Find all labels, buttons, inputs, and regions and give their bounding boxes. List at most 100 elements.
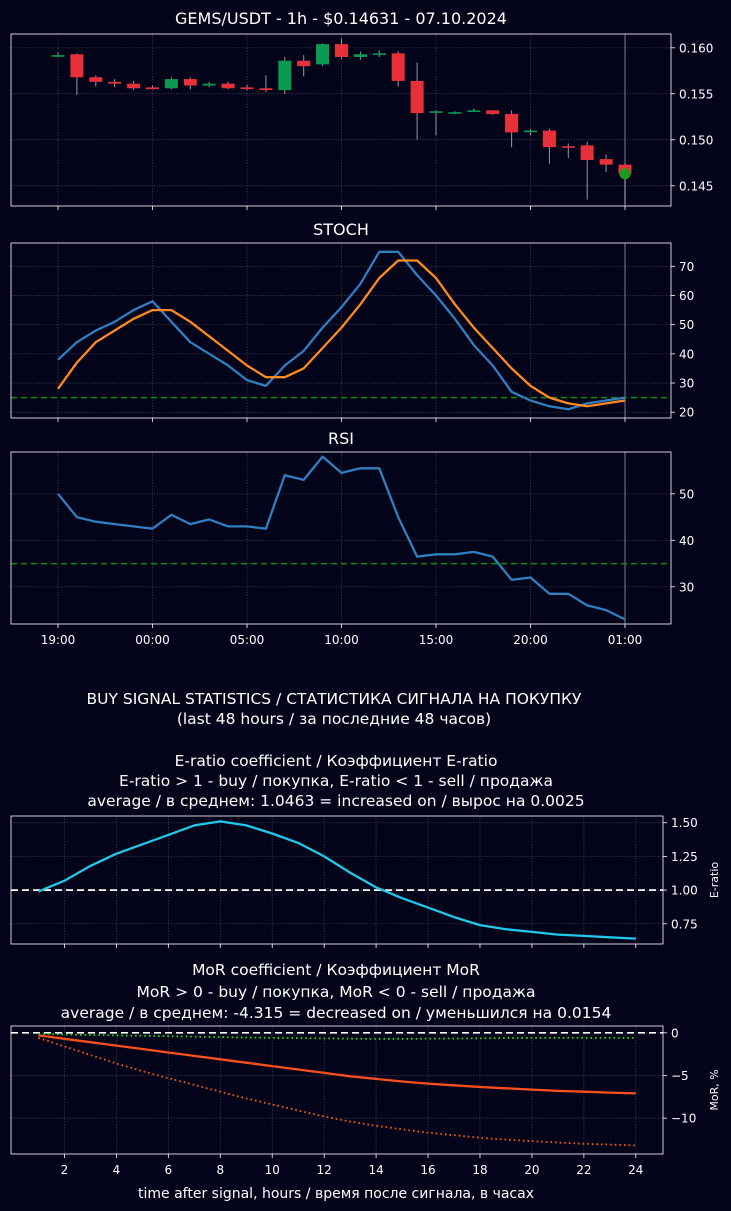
candle-body — [410, 80, 424, 114]
candle-body — [70, 54, 84, 78]
series-line — [57, 250, 626, 411]
x-tick-label: 4 — [113, 1163, 121, 1177]
candle-body — [127, 83, 141, 89]
candle-body — [202, 83, 216, 86]
y-tick-label: 1.00 — [671, 884, 698, 898]
candle-body — [599, 159, 613, 165]
eratio-title-line-3: average / в среднем: 1.0463 = increased … — [87, 792, 584, 810]
rsi-frame — [10, 451, 672, 625]
series-line — [38, 1034, 636, 1095]
y-tick-label: 0.155 — [679, 87, 713, 101]
candle-body — [221, 83, 235, 89]
mor-frame — [10, 1025, 664, 1155]
x-tick-label: 15:00 — [419, 633, 454, 647]
stats-header-line-2: (last 48 hours / за последние 48 часов) — [177, 710, 491, 728]
eratio-title-line-2: E-ratio > 1 - buy / покупка, E-ratio < 1… — [119, 772, 553, 790]
candle-body — [164, 79, 178, 89]
y-tick-label: −5 — [671, 1069, 689, 1083]
series-line — [57, 259, 626, 408]
y-tick-label: 40 — [679, 534, 694, 548]
y-tick-label: 0 — [671, 1026, 679, 1040]
y-tick-label: 1.25 — [671, 850, 698, 864]
y-tick-label: 0.75 — [671, 917, 698, 931]
x-tick-label: 24 — [628, 1163, 643, 1177]
candle-body — [372, 53, 386, 55]
candle-body — [89, 77, 103, 82]
mor-title-line-3: average / в среднем: -4.315 = decreased … — [61, 1004, 612, 1022]
candle-body — [259, 88, 273, 91]
mor-ylabel: MoR, % — [708, 1069, 721, 1110]
mor-title-line-2: MoR > 0 - buy / покупка, MoR < 0 - sell … — [137, 983, 536, 1001]
x-tick-label: 12 — [317, 1163, 332, 1177]
x-tick-label: 18 — [472, 1163, 487, 1177]
mor-panel: 2 4 6 8 10 12 14 16 18 20 22 240−5−10 — [11, 1026, 696, 1177]
x-tick-label: 01:00 — [608, 633, 643, 647]
series-line — [38, 1037, 636, 1147]
mor-title-line-1: MoR coefficient / Коэффициент MoR — [192, 961, 480, 979]
rsi-panel: 19:00 00:00 05:00 10:00 15:00 20:00 01:00 50 40 3… — [11, 452, 694, 647]
x-tick-label: 22 — [576, 1163, 591, 1177]
price-panel: 0.160 0.155 0.150 0.145 — [11, 34, 713, 210]
y-tick-label: 0.145 — [679, 179, 713, 193]
y-tick-label: 30 — [679, 580, 694, 594]
price-frame — [10, 33, 672, 207]
x-tick-label: 05:00 — [230, 633, 265, 647]
x-tick-label: 10 — [265, 1163, 280, 1177]
stoch-title: STOCH — [313, 220, 369, 239]
series-line — [38, 1032, 636, 1040]
y-tick-label: 50 — [679, 318, 694, 332]
y-tick-label: 40 — [679, 347, 694, 361]
mor-xlabel: time after signal, hours / время после с… — [138, 1186, 534, 1202]
y-tick-label: 20 — [679, 406, 694, 420]
x-tick-label: 16 — [420, 1163, 435, 1177]
candle-body — [108, 81, 122, 84]
candle-body — [297, 60, 311, 67]
candle-body — [524, 130, 537, 133]
candle-body — [335, 44, 348, 57]
series-line — [57, 455, 626, 621]
eratio-title-line-1: E-ratio coefficient / Коэффициент E-rati… — [175, 752, 498, 770]
eratio-panel: 1.50 1.25 1.00 0.75 — [11, 816, 698, 948]
x-tick-label: 2 — [61, 1163, 69, 1177]
candle-body — [542, 130, 556, 148]
x-tick-label: 14 — [368, 1163, 383, 1177]
y-tick-label: 0.150 — [679, 133, 713, 147]
x-tick-label: 6 — [165, 1163, 173, 1177]
x-tick-label: 00:00 — [135, 633, 170, 647]
candle-body — [278, 60, 292, 91]
eratio-ylabel: E-ratio — [708, 862, 721, 899]
y-tick-label: 30 — [679, 377, 694, 391]
candle-body — [486, 110, 500, 115]
y-tick-label: 70 — [679, 260, 694, 274]
y-tick-label: 1.50 — [671, 816, 698, 830]
price-title: GEMS/USDT - 1h - $0.14631 - 07.10.2024 — [175, 9, 507, 28]
candle-body — [448, 112, 462, 114]
candle-body — [183, 79, 197, 86]
signal-dot — [619, 168, 631, 180]
x-tick-label: 10:00 — [324, 633, 359, 647]
candle-body — [561, 146, 575, 148]
x-tick-label: 20:00 — [513, 633, 548, 647]
candle-body — [240, 87, 254, 90]
candle-body — [429, 111, 443, 113]
x-tick-label: 20 — [524, 1163, 539, 1177]
eratio-frame — [10, 815, 664, 945]
candle-body — [467, 110, 481, 112]
series-line — [38, 820, 636, 940]
candle-body — [353, 54, 367, 57]
candle-body — [51, 55, 65, 57]
x-tick-label: 19:00 — [41, 633, 76, 647]
candle-body — [580, 145, 594, 161]
stats-header-line-1: BUY SIGNAL STATISTICS / СТАТИСТИКА СИГНА… — [86, 690, 582, 708]
stoch-panel: 70 60 50 40 30 20 — [11, 243, 694, 422]
candle-body — [146, 87, 159, 90]
y-tick-label: 50 — [679, 487, 694, 501]
candle-body — [505, 114, 519, 133]
candle-body — [316, 44, 330, 65]
y-tick-label: 60 — [679, 289, 694, 303]
stoch-frame — [10, 242, 672, 419]
candle-body — [391, 53, 405, 81]
rsi-title: RSI — [328, 429, 354, 448]
